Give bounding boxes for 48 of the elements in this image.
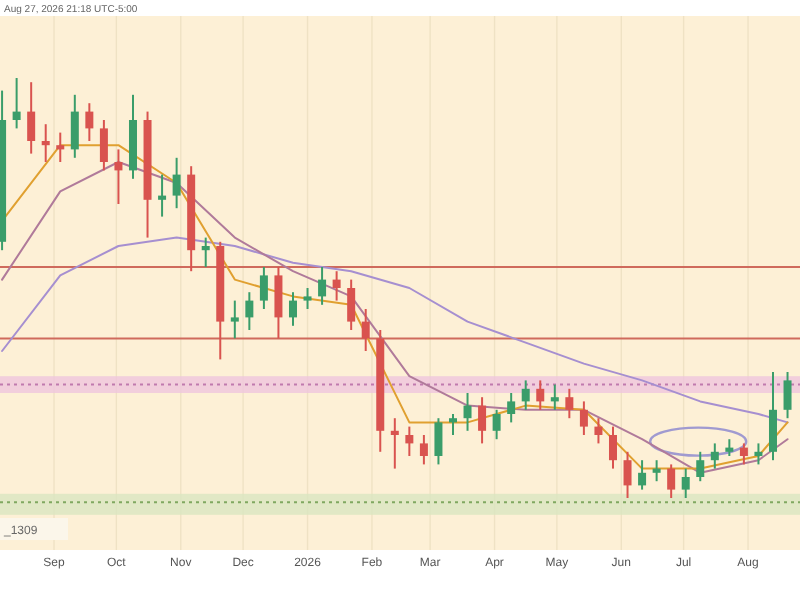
- candlestick: [696, 450, 705, 483]
- candlestick: [448, 413, 457, 436]
- candlestick: [12, 77, 21, 130]
- candlestick: [332, 270, 341, 302]
- candlestick: [245, 291, 254, 331]
- candlestick: [783, 371, 792, 420]
- candlestick: [608, 425, 617, 470]
- candlestick: [41, 123, 50, 163]
- candlestick: [274, 266, 283, 340]
- candlestick: [754, 442, 763, 466]
- candlestick: [114, 148, 123, 205]
- candlestick: [492, 408, 501, 441]
- candlestick: [550, 383, 559, 411]
- candlestick: [463, 392, 472, 432]
- candlestick: [390, 417, 399, 470]
- candlestick: [172, 156, 181, 210]
- candlestick: [158, 173, 167, 218]
- candlestick: [623, 450, 632, 499]
- candlestick: [478, 396, 487, 445]
- candlestick: [419, 434, 428, 466]
- candlestick: [739, 442, 748, 466]
- candlestick: [565, 387, 574, 420]
- candlestick: [536, 379, 545, 411]
- candlestick: [230, 299, 239, 340]
- candlestick: [405, 425, 414, 457]
- candlestick: [303, 287, 312, 310]
- candlestick: [56, 131, 65, 163]
- candlestick: [70, 93, 79, 159]
- candlestick: [259, 266, 268, 310]
- candlestick: [710, 442, 719, 470]
- candlestick: [201, 236, 210, 268]
- candlestick: [434, 417, 443, 466]
- candlestick: [347, 278, 356, 331]
- candlestick: [667, 463, 676, 499]
- candlestick: [27, 81, 36, 155]
- candlestick: [85, 102, 94, 142]
- candlestick: [768, 371, 777, 462]
- candlestick: [579, 400, 588, 436]
- candlestick: [318, 266, 327, 306]
- candlestick: [99, 119, 108, 172]
- candlestick: [521, 379, 530, 411]
- candlestick: [652, 459, 661, 483]
- candlestick: [594, 417, 603, 445]
- candlestick: [288, 291, 297, 327]
- candlestick: [681, 467, 690, 499]
- candlestick: [361, 308, 370, 352]
- candlestick: [507, 392, 516, 424]
- candlestick: [638, 459, 647, 491]
